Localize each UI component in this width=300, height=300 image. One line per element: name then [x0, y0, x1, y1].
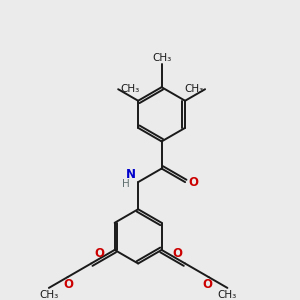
Text: O: O: [64, 278, 74, 291]
Text: O: O: [202, 278, 213, 291]
Text: O: O: [188, 176, 198, 189]
Text: CH₃: CH₃: [39, 290, 58, 300]
Text: CH₃: CH₃: [120, 84, 140, 94]
Text: CH₃: CH₃: [152, 53, 171, 63]
Text: H: H: [122, 179, 129, 189]
Text: CH₃: CH₃: [218, 290, 237, 300]
Text: N: N: [126, 168, 136, 181]
Text: CH₃: CH₃: [184, 84, 203, 94]
Text: O: O: [172, 247, 182, 260]
Text: O: O: [94, 247, 104, 260]
